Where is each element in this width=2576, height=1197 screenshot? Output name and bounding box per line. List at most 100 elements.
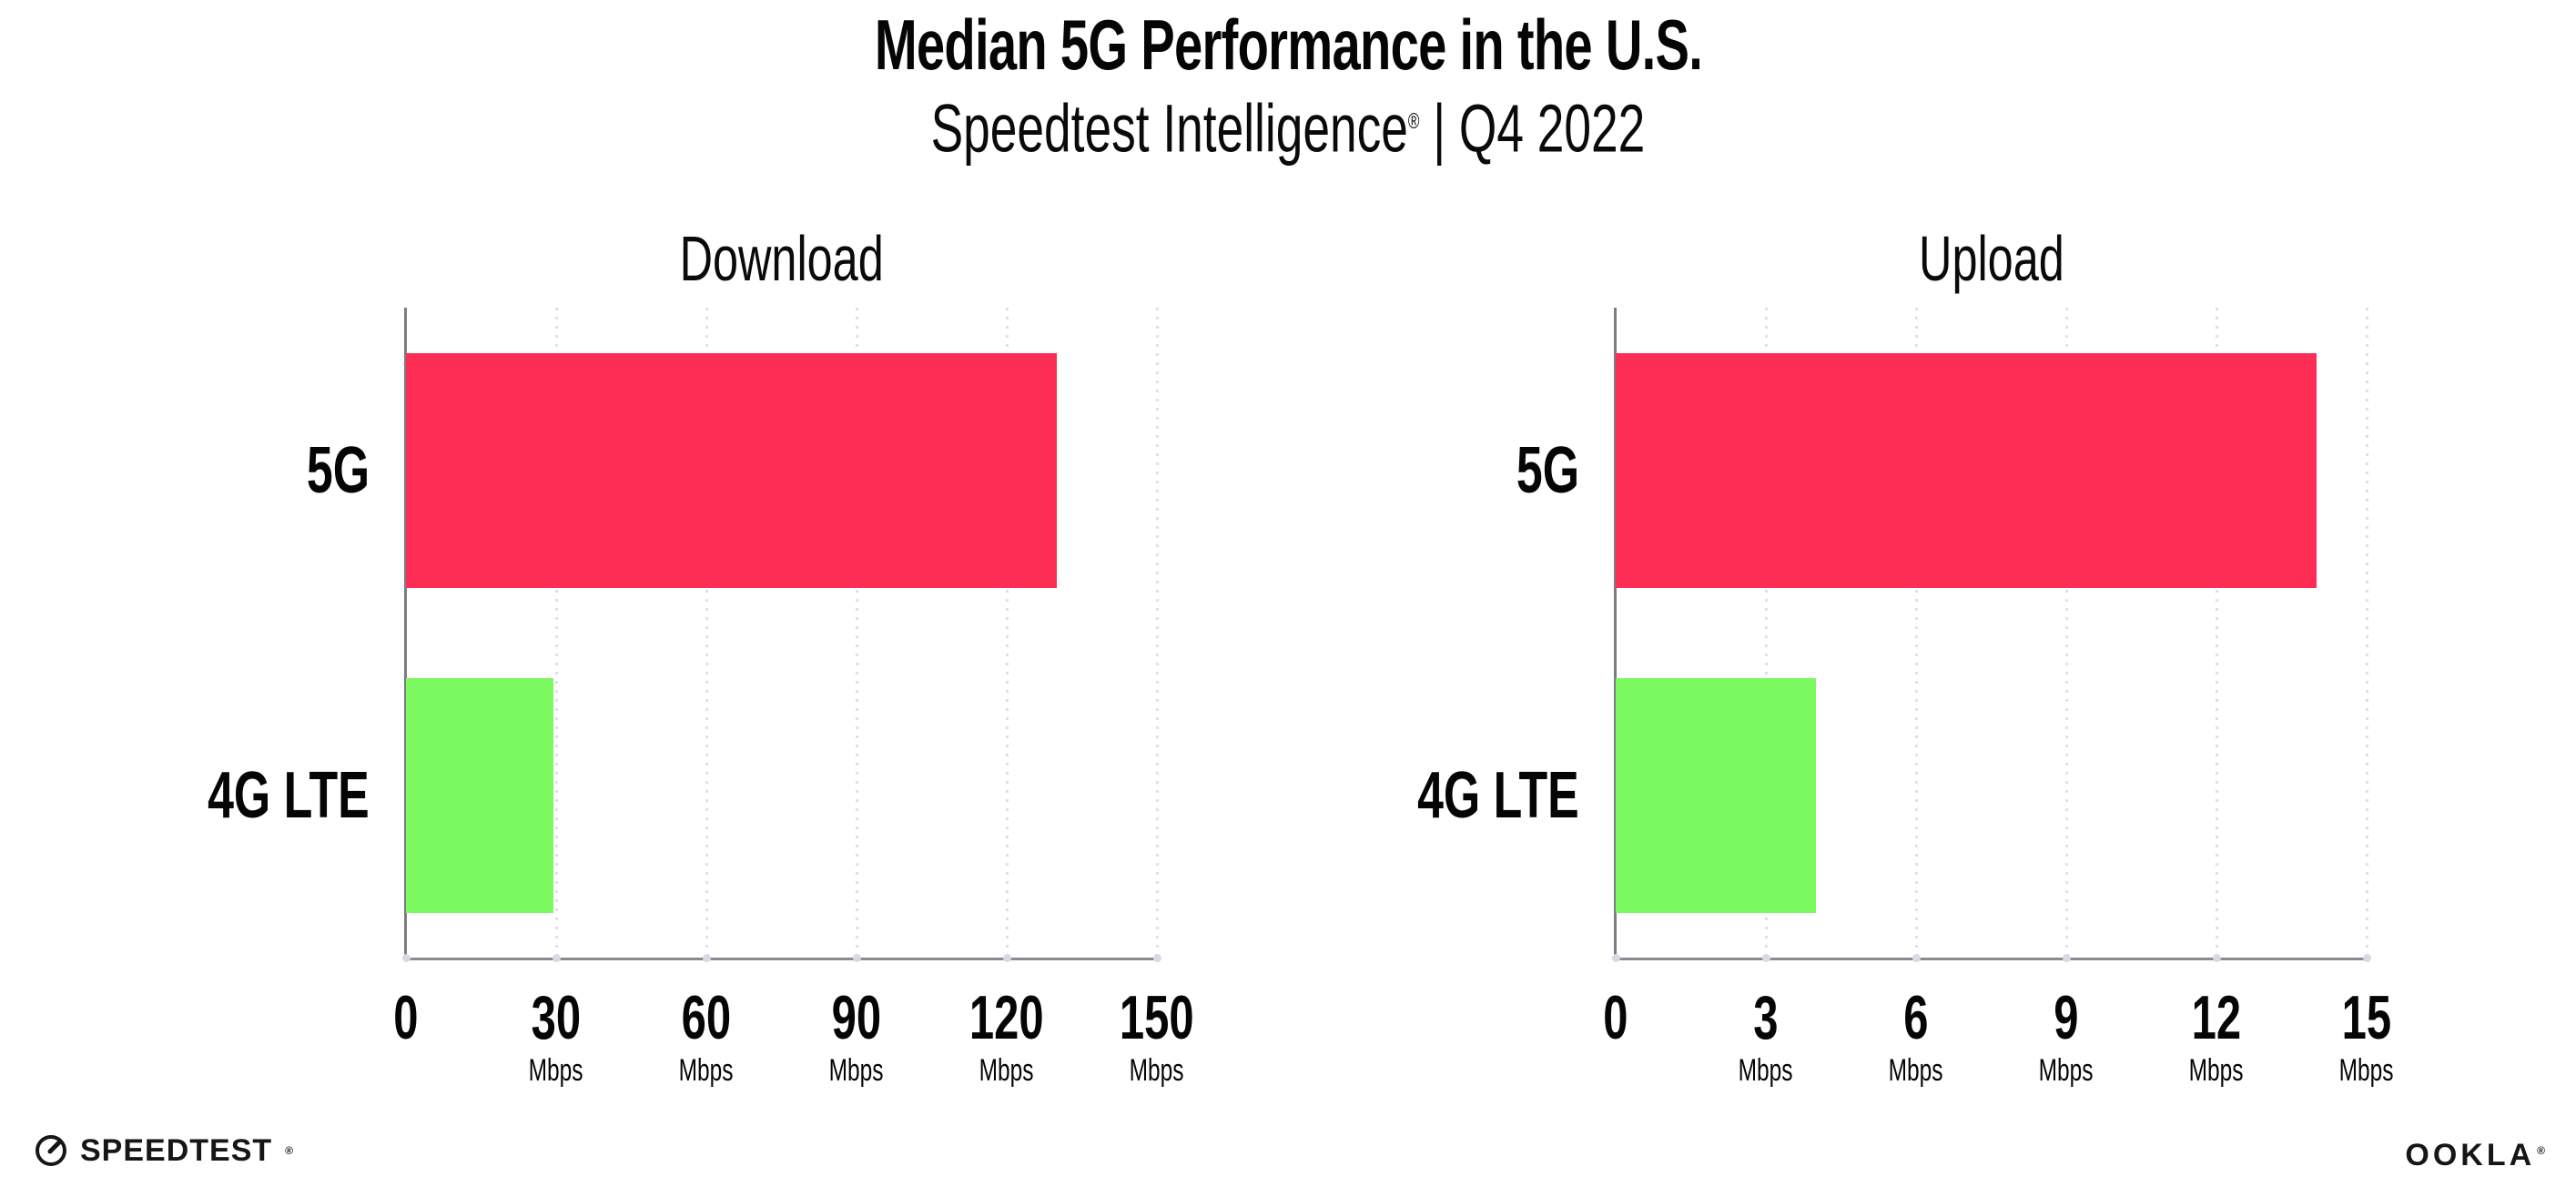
category-label-text: 5G [306, 434, 370, 507]
tick-number: 60 [624, 985, 788, 1050]
tick-unit: Mbps [2135, 1052, 2298, 1089]
axis-tick-dot [703, 954, 711, 962]
axis-tick-dot [1612, 954, 1620, 962]
registered-mark-icon: ® [1407, 110, 1420, 134]
bar-5g [406, 353, 1057, 588]
gridline [2216, 308, 2218, 959]
x-axis-line [404, 958, 1161, 960]
tick-label: 150 Mbps [1075, 985, 1239, 1089]
gridline [705, 308, 708, 959]
page-subtitle: Speedtest Intelligence® | Q4 2022 [0, 84, 2576, 167]
tick-unit: Mbps [925, 1052, 1089, 1089]
tick-label: 3 Mbps [1684, 985, 1848, 1089]
tick-label: 120 Mbps [925, 985, 1089, 1089]
tick-label: 30 Mbps [474, 985, 638, 1089]
axis-tick-dot [1912, 954, 1921, 962]
tick-number-text: 15 [2341, 983, 2392, 1052]
tick-label: 15 Mbps [2285, 985, 2449, 1089]
axis-tick-dot [553, 954, 561, 962]
tick-number: 0 [324, 985, 488, 1050]
bar-5g [1616, 353, 2317, 588]
tick-unit: Mbps [775, 1052, 938, 1089]
tick-unit-text: Mbps [679, 1053, 734, 1088]
tick-unit: Mbps [2285, 1052, 2449, 1089]
tick-unit-text: Mbps [1739, 1053, 1793, 1088]
category-label-text: 5G [1516, 434, 1579, 507]
subtitle-period: | Q4 2022 [1419, 90, 1646, 167]
bar-4g-lte [406, 678, 553, 913]
tick-unit: Mbps [1984, 1052, 2148, 1089]
tick-number: 3 [1684, 985, 1848, 1050]
tick-number-text: 9 [2054, 983, 2079, 1052]
tick-number-text: 3 [1753, 983, 1779, 1052]
axis-tick-dot [1153, 954, 1161, 962]
axis-tick-dot [853, 954, 861, 962]
ookla-logo: OOKLA ® [2405, 1138, 2549, 1173]
tick-number-text: 60 [681, 983, 732, 1052]
ookla-wordmark: OOKLA [2405, 1138, 2536, 1172]
category-label-5g: 5G [1124, 425, 1579, 516]
tick-unit: Mbps [1075, 1052, 1239, 1089]
tick-number-text: 90 [831, 983, 882, 1052]
gridline [1765, 308, 1768, 959]
tick-number: 15 [2285, 985, 2449, 1050]
category-label-text: 4G LTE [1417, 759, 1579, 832]
tick-label: 0 [1534, 985, 1698, 1050]
tick-label: 12 Mbps [2135, 985, 2298, 1089]
tick-number: 6 [1834, 985, 1998, 1050]
page-subtitle-text: Speedtest Intelligence® | Q4 2022 [931, 84, 1646, 167]
category-label-text: 4G LTE [208, 759, 370, 832]
tick-unit: Mbps [1684, 1052, 1848, 1089]
gridline [555, 308, 558, 959]
tick-number: 12 [2135, 985, 2298, 1050]
tick-number-text: 6 [1903, 983, 1929, 1052]
speedtest-wordmark: SPEEDTEST [80, 1132, 273, 1168]
y-axis-spine [404, 308, 407, 960]
tick-unit-text: Mbps [1889, 1053, 1943, 1088]
gridline [856, 308, 858, 959]
tick-unit: Mbps [1834, 1052, 1998, 1089]
tick-label: 60 Mbps [624, 985, 788, 1089]
tick-unit-text: Mbps [1130, 1053, 1184, 1088]
tick-number-text: 120 [969, 983, 1044, 1052]
gridline [1915, 308, 1918, 959]
tick-number: 150 [1075, 985, 1239, 1050]
gridline [2065, 308, 2068, 959]
axis-tick-dot [2363, 954, 2371, 962]
y-axis-spine [1614, 308, 1617, 960]
speedtest-logo: SPEEDTEST ® [33, 1132, 293, 1169]
axis-tick-dot [1003, 954, 1011, 962]
tick-number-text: 0 [1603, 983, 1628, 1052]
axis-tick-dot [402, 954, 411, 962]
subtitle-brand: Speedtest Intelligence [930, 90, 1408, 167]
tick-number-text: 30 [531, 983, 582, 1052]
tick-unit-text: Mbps [2189, 1053, 2244, 1088]
speedtest-gauge-icon [35, 1135, 66, 1166]
axis-tick-dot [2063, 954, 2071, 962]
bar-4g-lte [1616, 678, 1816, 913]
tick-number: 90 [775, 985, 938, 1050]
panel-title-text: Upload [1918, 223, 2064, 294]
tick-unit-text: Mbps [979, 1053, 1034, 1088]
tick-unit-text: Mbps [829, 1053, 884, 1088]
speedtest-registered-mark-icon: ® [285, 1144, 294, 1157]
ookla-registered-mark-icon: ® [2537, 1143, 2549, 1157]
tick-number: 120 [925, 985, 1089, 1050]
tick-label: 6 Mbps [1834, 985, 1998, 1089]
tick-label: 9 Mbps [1984, 985, 2148, 1089]
panel-title-text: Download [679, 223, 884, 294]
x-axis-line [1614, 958, 2370, 960]
category-label-4g-lte: 4G LTE [1124, 750, 1579, 841]
tick-number: 9 [1984, 985, 2148, 1050]
tick-number: 0 [1534, 985, 1698, 1050]
tick-unit: Mbps [474, 1052, 638, 1089]
gridline [2366, 308, 2368, 959]
axis-tick-dot [1762, 954, 1770, 962]
tick-unit-text: Mbps [2039, 1053, 2094, 1088]
category-label-4g-lte: 4G LTE [0, 750, 370, 841]
axis-tick-dot [2213, 954, 2221, 962]
tick-unit: Mbps [624, 1052, 788, 1089]
page-title-text: Median 5G Performance in the U.S. [874, 5, 1702, 85]
tick-unit-text: Mbps [2339, 1053, 2394, 1088]
